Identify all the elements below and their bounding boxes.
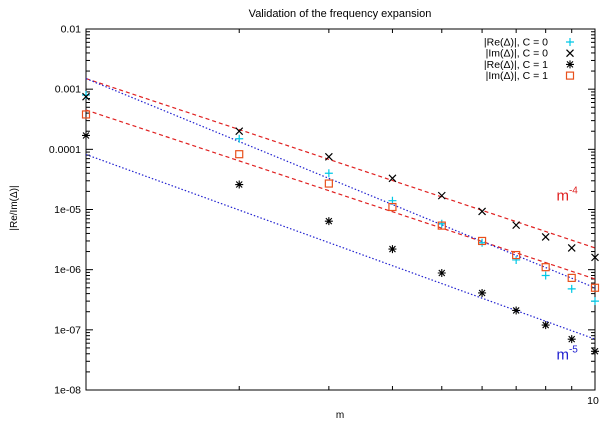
data-point: [541, 263, 550, 272]
data-point: [324, 152, 333, 161]
data-point: [512, 255, 521, 264]
annotations: m-4m-5: [556, 186, 578, 364]
y-axis-label: |Re/Im(Δ)|: [9, 185, 20, 230]
y-tick-label: 1e-06: [54, 264, 81, 276]
data-point: [82, 90, 90, 99]
data-point: [512, 250, 521, 260]
data-point: [477, 236, 487, 246]
data-point: [324, 169, 333, 178]
data-point: [567, 335, 576, 344]
data-point: [82, 131, 90, 140]
data-point: [478, 238, 487, 247]
y-tick-label: 1e-08: [54, 385, 81, 397]
data-point: [437, 269, 446, 278]
y-tick-label: 0.0001: [49, 144, 81, 156]
fit-line: [85, 78, 596, 249]
data-point: [591, 253, 599, 262]
data-point: [567, 273, 576, 282]
legend-label: |Im(Δ)|, C = 0: [486, 48, 549, 60]
data-point: [591, 347, 599, 356]
y-tick-label: 0.01: [61, 24, 82, 36]
fit-line: [85, 153, 596, 340]
data-point: [541, 271, 550, 280]
chart-title: Validation of the frequency expansion: [249, 8, 432, 20]
legend-label: |Re(Δ)|, C = 1: [484, 59, 548, 71]
data-point: [235, 134, 244, 143]
data-point: [388, 174, 397, 183]
data-point: [590, 283, 600, 292]
axis-ticks: 0.01 0.001 0.0001 1e-05 1e-06 1e-07 1e-08 10: [49, 24, 599, 408]
data-point: [437, 221, 446, 230]
legend-marker: [566, 49, 574, 58]
data-point: [567, 284, 576, 293]
data-point: [541, 233, 550, 241]
plot-frame: [85, 28, 596, 391]
power-law-label: m-5: [556, 345, 578, 364]
data-point: [235, 180, 244, 189]
legend-label: |Re(Δ)|, C = 0: [484, 37, 548, 49]
y-tick-label: 1e-07: [54, 324, 81, 336]
legend-label: |Im(Δ)|, C = 1: [486, 70, 549, 82]
data-point: [324, 179, 333, 188]
legend-marker: [566, 38, 574, 46]
data-points: [81, 90, 600, 356]
x-axis-label: m: [336, 410, 344, 421]
legend-marker: [566, 60, 574, 69]
legend-marker: [565, 71, 575, 80]
data-point: [82, 92, 90, 101]
power-law-base: m: [556, 188, 569, 205]
data-point: [388, 202, 397, 212]
data-point: [388, 245, 397, 254]
fit-line: [85, 78, 596, 289]
power-law-exponent: -5: [569, 345, 578, 356]
power-law-base: m: [556, 347, 569, 364]
data-point: [437, 219, 446, 228]
fit-line: [85, 109, 596, 280]
power-law-exponent: -4: [569, 186, 578, 197]
data-point: [591, 297, 599, 306]
data-point: [567, 243, 576, 252]
data-point: [235, 150, 244, 159]
data-point: [512, 306, 521, 315]
x-tick-label: 10: [587, 395, 599, 407]
fit-lines: [85, 78, 596, 340]
data-point: [478, 288, 487, 297]
data-point: [512, 221, 521, 230]
power-law-label: m-4: [556, 186, 578, 205]
data-point: [478, 207, 487, 216]
y-tick-label: 1e-05: [54, 204, 81, 216]
data-point: [235, 127, 244, 136]
data-point: [541, 321, 550, 330]
data-point: [81, 110, 91, 119]
legend: |Re(Δ)|, C = 0|Im(Δ)|, C = 0|Re(Δ)|, C =…: [484, 37, 575, 82]
data-point: [437, 191, 446, 200]
y-tick-label: 0.001: [55, 84, 81, 96]
data-point: [324, 217, 333, 226]
